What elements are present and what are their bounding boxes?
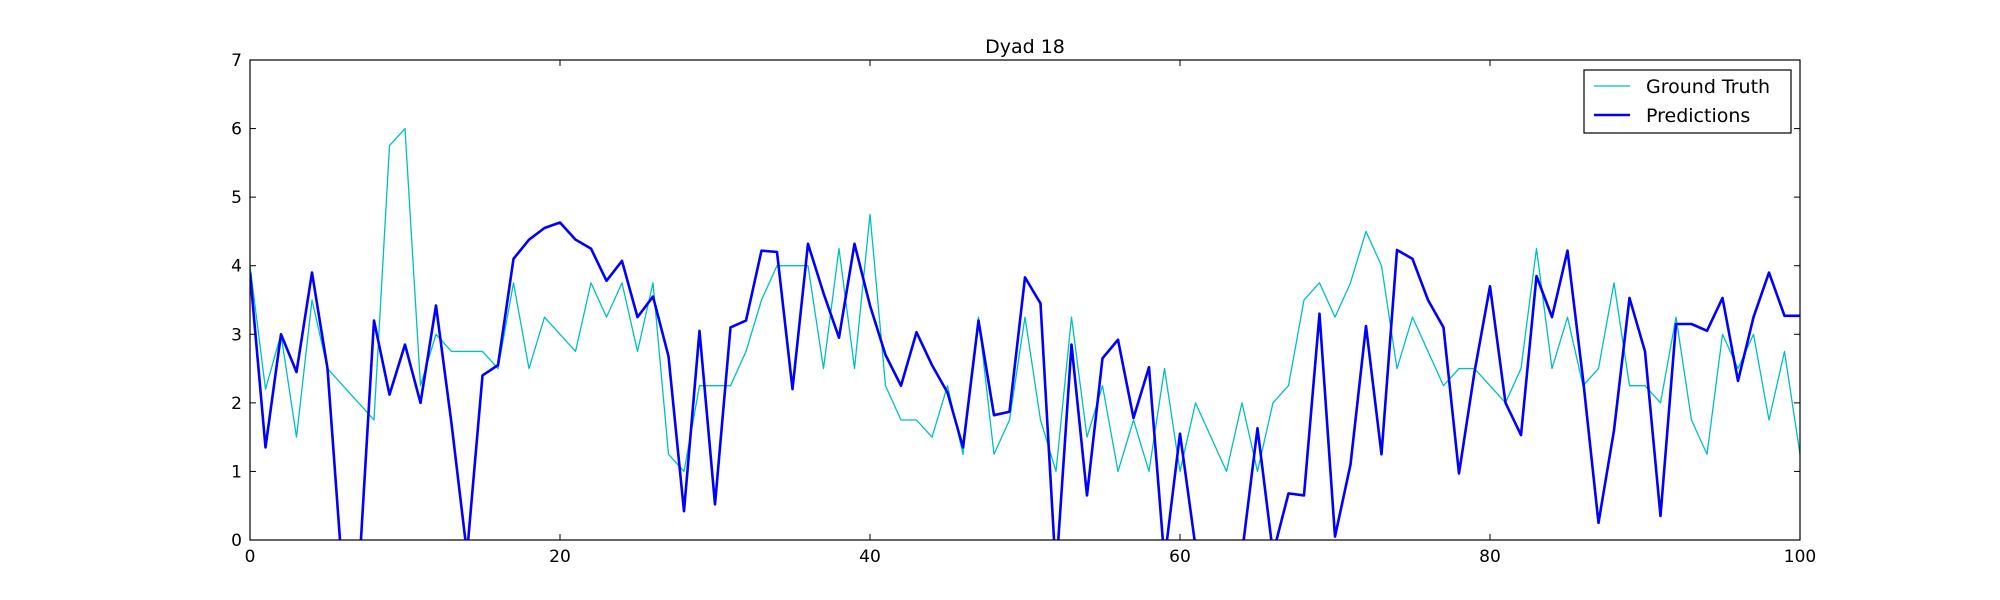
series-line-predictions: [250, 221, 1800, 540]
y-tick-label: 5: [231, 188, 242, 208]
y-tick-label: 2: [231, 394, 242, 414]
y-tick-label: 0: [231, 531, 242, 551]
x-tick-label: 60: [1169, 547, 1191, 567]
x-tick-label: 0: [245, 547, 256, 567]
y-tick-label: 6: [231, 120, 242, 140]
plot-frame: [249, 59, 1801, 541]
y-tick-label: 1: [231, 462, 242, 482]
y-tick-label: 3: [231, 325, 242, 345]
legend-frame: [1583, 69, 1792, 134]
y-tick-label: 4: [231, 257, 242, 277]
x-axis: 0 20 40 60 80 100: [245, 60, 1816, 567]
y-axis: 0 1 2 3 4 5 6 7: [231, 51, 1800, 551]
x-tick-label: 100: [1784, 547, 1816, 567]
series-layer: [250, 127, 1800, 540]
x-tick-label: 80: [1479, 547, 1501, 567]
legend: Ground Truth Predictions: [1583, 69, 1792, 134]
x-tick-label: 40: [859, 547, 881, 567]
chart-title: Dyad 18: [985, 36, 1065, 58]
y-tick-label: 7: [231, 51, 242, 71]
legend-label-predictions: Predictions: [1646, 105, 1750, 127]
legend-label-ground-truth: Ground Truth: [1646, 76, 1770, 98]
x-tick-label: 20: [549, 547, 571, 567]
